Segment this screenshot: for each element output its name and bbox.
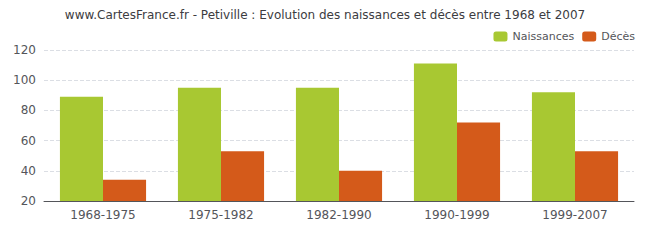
svg-text:1968-1975: 1968-1975 — [70, 208, 135, 222]
svg-text:Décès: Décès — [601, 30, 635, 43]
svg-text:Naissances: Naissances — [512, 30, 574, 43]
svg-text:1990-1999: 1990-1999 — [424, 208, 489, 222]
svg-text:80: 80 — [21, 103, 36, 117]
svg-text:20: 20 — [21, 194, 36, 208]
svg-text:120: 120 — [13, 43, 36, 57]
svg-text:40: 40 — [21, 164, 36, 178]
svg-text:1999-2007: 1999-2007 — [542, 208, 607, 222]
svg-text:100: 100 — [13, 73, 36, 87]
svg-text:1975-1982: 1975-1982 — [188, 208, 253, 222]
svg-text:www.CartesFrance.fr - Petivill: www.CartesFrance.fr - Petiville : Evolut… — [65, 8, 585, 22]
svg-text:1982-1990: 1982-1990 — [306, 208, 371, 222]
svg-text:60: 60 — [21, 134, 36, 148]
